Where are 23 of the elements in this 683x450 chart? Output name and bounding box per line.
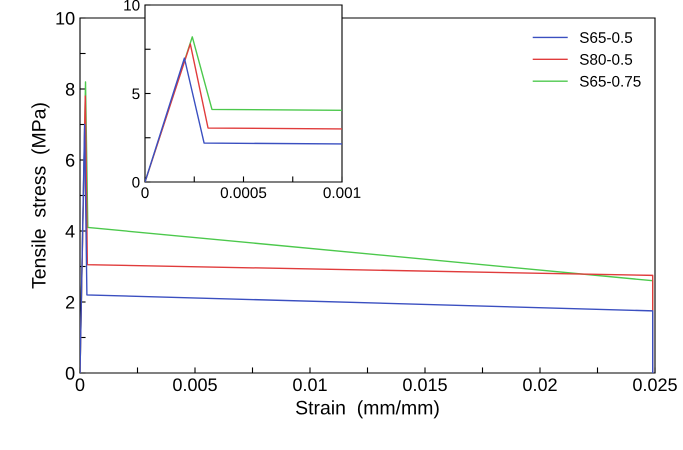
legend-label: S65-0.5 bbox=[580, 32, 632, 43]
y-tick-label: 10 bbox=[124, 0, 140, 11]
y-tick-label: 2 bbox=[66, 296, 74, 309]
x-tick-label: 0.01 bbox=[293, 378, 327, 392]
x-tick-label: 0.005 bbox=[173, 378, 217, 392]
legend-label: S65-0.75 bbox=[580, 76, 641, 87]
x-tick-label: 0 bbox=[141, 187, 149, 198]
x-tick-label: 0.02 bbox=[523, 378, 557, 392]
y-tick-label: 5 bbox=[132, 88, 140, 100]
legend-label: S80-0.5 bbox=[580, 54, 632, 65]
x-tick-label: 0.025 bbox=[633, 378, 677, 392]
y-tick-label: 0 bbox=[66, 366, 74, 380]
x-tick-label: 0.0005 bbox=[220, 187, 266, 198]
y-tick-label: 0 bbox=[132, 176, 140, 188]
y-tick-label: 6 bbox=[66, 154, 74, 167]
y-tick-label: 8 bbox=[66, 82, 74, 96]
x-tick-label: 0.015 bbox=[403, 378, 447, 392]
y-axis-title: Tensile stress (MPa) bbox=[31, 103, 50, 289]
y-tick-label: 4 bbox=[66, 225, 75, 238]
y-tick-label: 10 bbox=[56, 12, 74, 25]
x-tick-label: 0.001 bbox=[323, 187, 360, 198]
x-axis-title: Strain (mm/mm) bbox=[296, 400, 439, 418]
x-tick-label: 0 bbox=[76, 378, 84, 392]
